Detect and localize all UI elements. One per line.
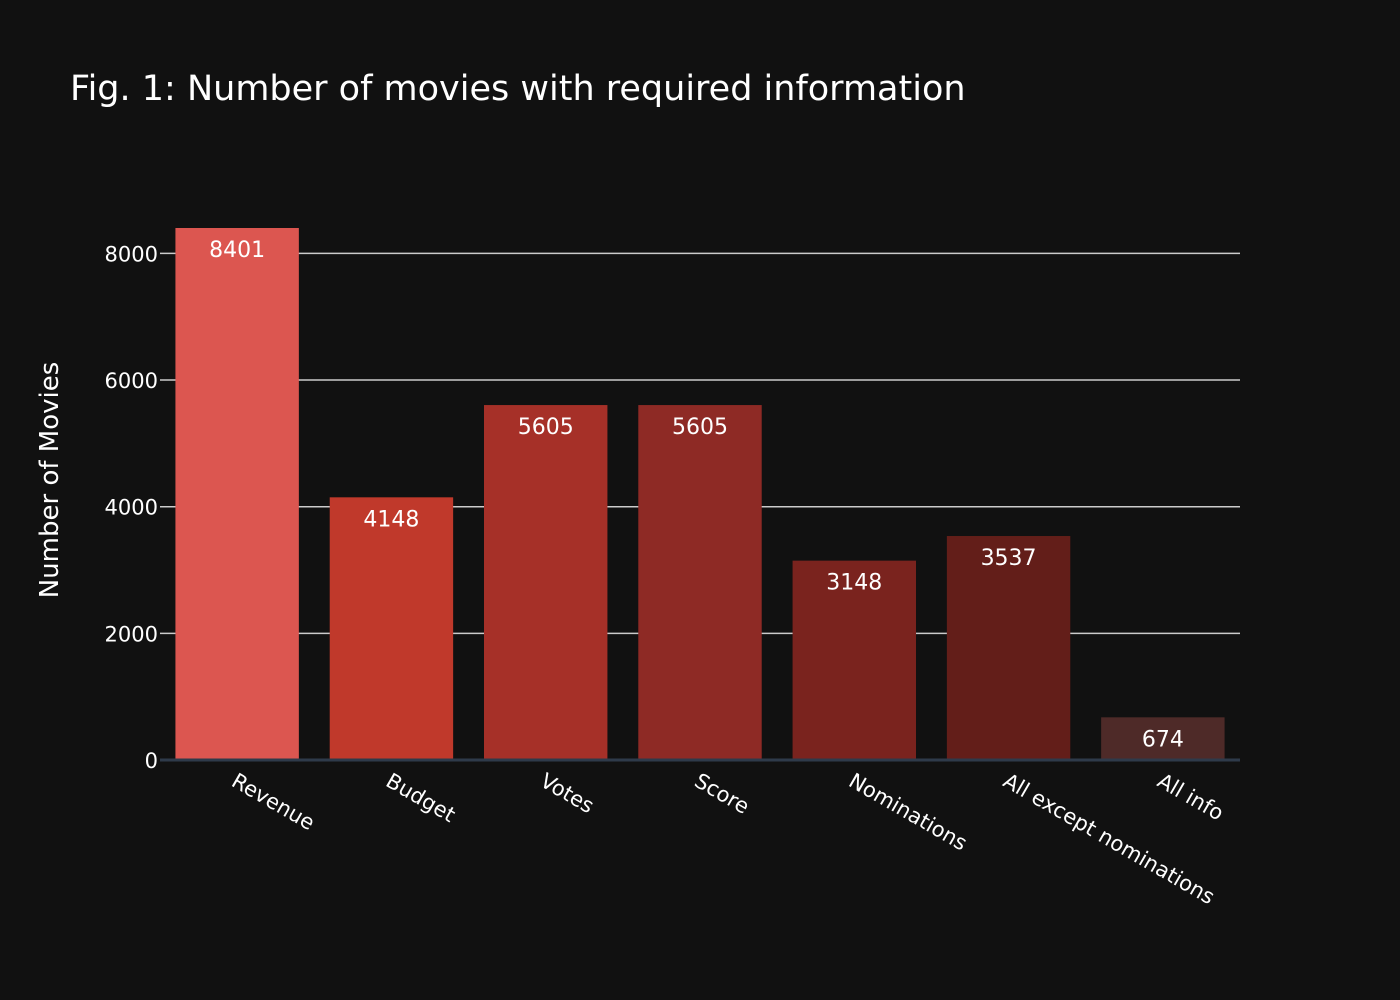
bar-value-label: 4148 — [363, 507, 419, 532]
y-tick-label: 0 — [145, 749, 158, 773]
bars — [175, 228, 1225, 760]
bar-value-label: 5605 — [672, 415, 728, 440]
bar-value-label: 674 — [1142, 727, 1184, 752]
y-tick-label: 6000 — [105, 369, 158, 393]
y-axis-ticks: 0 2000 4000 6000 8000 — [105, 242, 158, 773]
bar-votes — [484, 405, 608, 760]
bar-budget — [329, 497, 454, 760]
bar-all-info — [1101, 717, 1225, 760]
bar-value-label: 5605 — [518, 415, 574, 440]
bar-revenue — [175, 228, 299, 760]
bar-all-except-nominations — [946, 536, 1071, 760]
y-axis-title: Number of Movies — [35, 362, 65, 599]
y-tick-label: 8000 — [105, 242, 158, 266]
chart-title: Fig. 1: Number of movies with required i… — [70, 69, 966, 109]
bar-value-label: 3148 — [826, 571, 882, 596]
y-tick-label: 4000 — [105, 496, 158, 520]
y-tick-label: 2000 — [105, 622, 158, 646]
bar-value-labels: 8401 4148 5605 5605 3148 3537 674 — [209, 238, 1184, 752]
bar-value-label: 3537 — [981, 546, 1037, 571]
bar-score — [638, 405, 762, 760]
bar-value-label: 8401 — [209, 238, 265, 263]
bar-nominations — [792, 560, 916, 760]
